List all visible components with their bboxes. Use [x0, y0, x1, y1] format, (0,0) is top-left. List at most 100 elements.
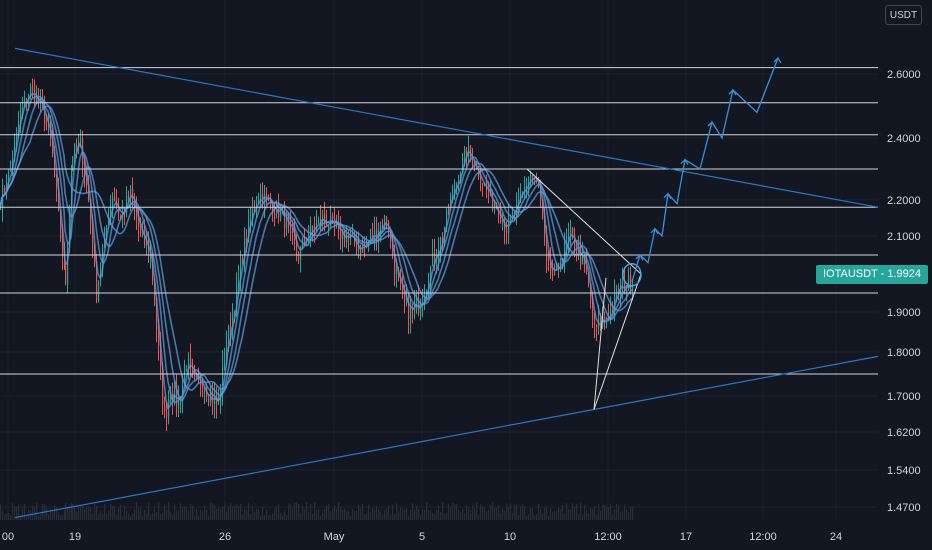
candle-body	[272, 203, 274, 214]
candle-body	[564, 242, 566, 258]
volume-bar	[310, 504, 312, 520]
volume-bar	[534, 515, 536, 520]
volume-bar	[492, 502, 494, 520]
volume-bar	[502, 507, 504, 520]
candle-body	[390, 234, 392, 239]
candle-body	[492, 192, 494, 210]
volume-bar	[514, 505, 516, 520]
volume-bar	[114, 505, 116, 520]
trendlines[interactable]	[14, 47, 879, 519]
volume-bar	[26, 514, 28, 520]
volume-bar	[532, 507, 534, 520]
volume-bar	[214, 505, 216, 520]
candle-body	[558, 263, 560, 270]
price-axis[interactable]: 2.6000 2.4000 2.2000 2.1000 1.9000 1.8000 1.70…	[887, 69, 921, 514]
candle-body	[266, 194, 268, 197]
candle-body	[506, 230, 508, 234]
candle-body	[386, 216, 388, 222]
date-axis[interactable]: 00 19 26 May 5 10 12:00 17 12:00 24	[2, 531, 842, 543]
volume-bar	[476, 502, 478, 520]
volume-bar	[442, 502, 444, 520]
candle-body	[432, 253, 434, 267]
volume-bar	[504, 510, 506, 520]
candle-body	[446, 209, 448, 228]
candle-body	[24, 98, 26, 106]
volume-bar	[266, 509, 268, 520]
projection-arrow-head	[635, 253, 644, 261]
volume-bar	[0, 504, 2, 520]
volume-bar	[262, 506, 264, 520]
volume-bar	[388, 505, 390, 520]
date-axis-label: 19	[69, 531, 81, 543]
volume-bar	[108, 510, 110, 520]
volume-bar	[318, 509, 320, 520]
volume-bar	[398, 510, 400, 520]
candle-body	[62, 237, 64, 258]
volume-bar	[552, 512, 554, 520]
candle-body	[230, 326, 232, 332]
candle-body	[588, 271, 590, 285]
wedge-pattern[interactable]	[526, 168, 642, 410]
candle-body	[98, 281, 100, 302]
volume-bar	[386, 509, 388, 520]
moving-averages	[0, 93, 633, 411]
horizontal-levels[interactable]	[0, 67, 878, 375]
volume-bar	[176, 510, 178, 520]
volume-bar	[566, 503, 568, 520]
candle-body	[604, 316, 606, 320]
candle-body	[450, 197, 452, 211]
wedge-left-line	[593, 277, 607, 410]
volume-bar	[626, 508, 628, 520]
volume-bar	[486, 511, 488, 520]
ticker-symbol: IOTAUSDT	[822, 268, 878, 280]
volume-bar	[438, 505, 440, 520]
candle-body	[196, 376, 198, 379]
candle-body	[570, 227, 572, 237]
candle-body	[310, 225, 312, 236]
volume-bar	[50, 508, 52, 520]
candle-body	[278, 201, 280, 218]
candle-body	[204, 388, 206, 390]
candle-body	[420, 305, 422, 314]
candle-body	[410, 307, 412, 319]
candle-body	[546, 237, 548, 260]
volume-bar	[378, 508, 380, 520]
volume-bar	[418, 509, 420, 520]
volume-bar	[216, 508, 218, 520]
candle-body	[520, 193, 522, 196]
candle-body	[54, 155, 56, 176]
volume-bar	[38, 515, 40, 520]
candle-body	[162, 365, 164, 405]
projection-path[interactable]	[631, 56, 782, 282]
volume-bar	[556, 510, 558, 520]
candle-body	[384, 216, 386, 229]
currency-badge[interactable]: USDT	[885, 5, 922, 25]
volume-bar	[206, 509, 208, 520]
volume-bar	[572, 503, 574, 520]
volume-bar	[542, 513, 544, 520]
candle-body	[194, 372, 196, 379]
volume-bar	[358, 504, 360, 520]
volume-bar	[300, 513, 302, 520]
volume-bar	[384, 510, 386, 520]
volume-bar	[458, 510, 460, 520]
volume-bar	[8, 512, 10, 520]
volume-bar	[156, 512, 158, 520]
price-axis-label: 1.9000	[887, 307, 921, 319]
candle-body	[80, 138, 82, 143]
candle-body	[240, 259, 242, 278]
volume-bar	[316, 510, 318, 520]
volume-bar	[606, 506, 608, 520]
volume-bar	[90, 507, 92, 520]
volume-bar	[340, 506, 342, 520]
volume-bar	[336, 509, 338, 520]
ticker-price: 1.9924	[887, 268, 922, 280]
candle-body	[22, 105, 24, 110]
volume-bar	[218, 507, 220, 520]
candle-body	[346, 236, 348, 242]
candle-body	[572, 227, 574, 235]
volume-bar	[124, 505, 126, 520]
volume-bar	[314, 502, 316, 520]
volume-bar	[446, 512, 448, 520]
